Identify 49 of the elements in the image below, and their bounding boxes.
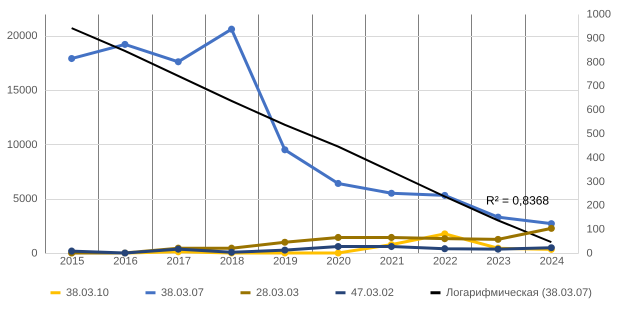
y2-tick-label: 900	[586, 32, 605, 44]
y-tick-label: 20000	[6, 30, 38, 42]
legend-label: Логарифмическая (38.03.07)	[446, 286, 592, 299]
x-tick-label: 2020	[326, 256, 351, 268]
y2-tick-label: 500	[586, 128, 605, 140]
y-tick-label: 5000	[13, 193, 38, 206]
x-tick-label: 2021	[380, 256, 404, 268]
y2-tick-label: 100	[586, 224, 605, 236]
x-tick-label: 2024	[540, 256, 564, 268]
point	[441, 235, 448, 242]
legend-label: 47.03.02	[351, 286, 394, 299]
point	[334, 234, 342, 241]
y2-tick-label: 0	[586, 248, 593, 260]
x-tick-label: 2017	[166, 256, 191, 268]
y2-tick-label: 800	[586, 56, 605, 68]
x-tick-label: 2023	[486, 256, 511, 268]
y2-tick-label: 700	[586, 80, 605, 92]
annotation: R² = 0,8368	[486, 193, 550, 208]
legend-label: 38.03.10	[66, 286, 109, 299]
point	[121, 40, 128, 48]
y2-tick-label: 400	[586, 152, 605, 164]
point	[281, 238, 288, 246]
x-tick-label: 2022	[433, 256, 458, 268]
y2-tick-label: 200	[586, 200, 605, 212]
point	[441, 245, 448, 252]
y-tick-label: 0	[31, 248, 38, 260]
point	[174, 58, 182, 66]
y-tick-label: 15000	[6, 84, 38, 97]
legend-label: 38.03.07	[161, 286, 204, 299]
x-tick-label: 2015	[60, 256, 84, 268]
point	[228, 26, 236, 33]
x-tick-label: 2018	[220, 256, 244, 268]
point	[281, 246, 288, 254]
point	[334, 243, 342, 250]
x-tick-label: 2019	[273, 256, 298, 268]
y2-tick-label: 300	[586, 176, 605, 188]
y-tick-label: 10000	[6, 138, 38, 151]
point	[334, 180, 342, 187]
point	[494, 236, 502, 243]
x-tick-label: 2016	[113, 256, 138, 268]
point	[281, 146, 288, 154]
y2-tick-label: 1000	[586, 8, 611, 20]
point	[388, 234, 395, 241]
legend-label: 28.03.03	[256, 286, 299, 299]
y2-tick-label: 600	[586, 104, 605, 116]
point	[68, 55, 76, 62]
point	[548, 224, 555, 232]
point	[388, 190, 395, 197]
point	[334, 249, 342, 257]
